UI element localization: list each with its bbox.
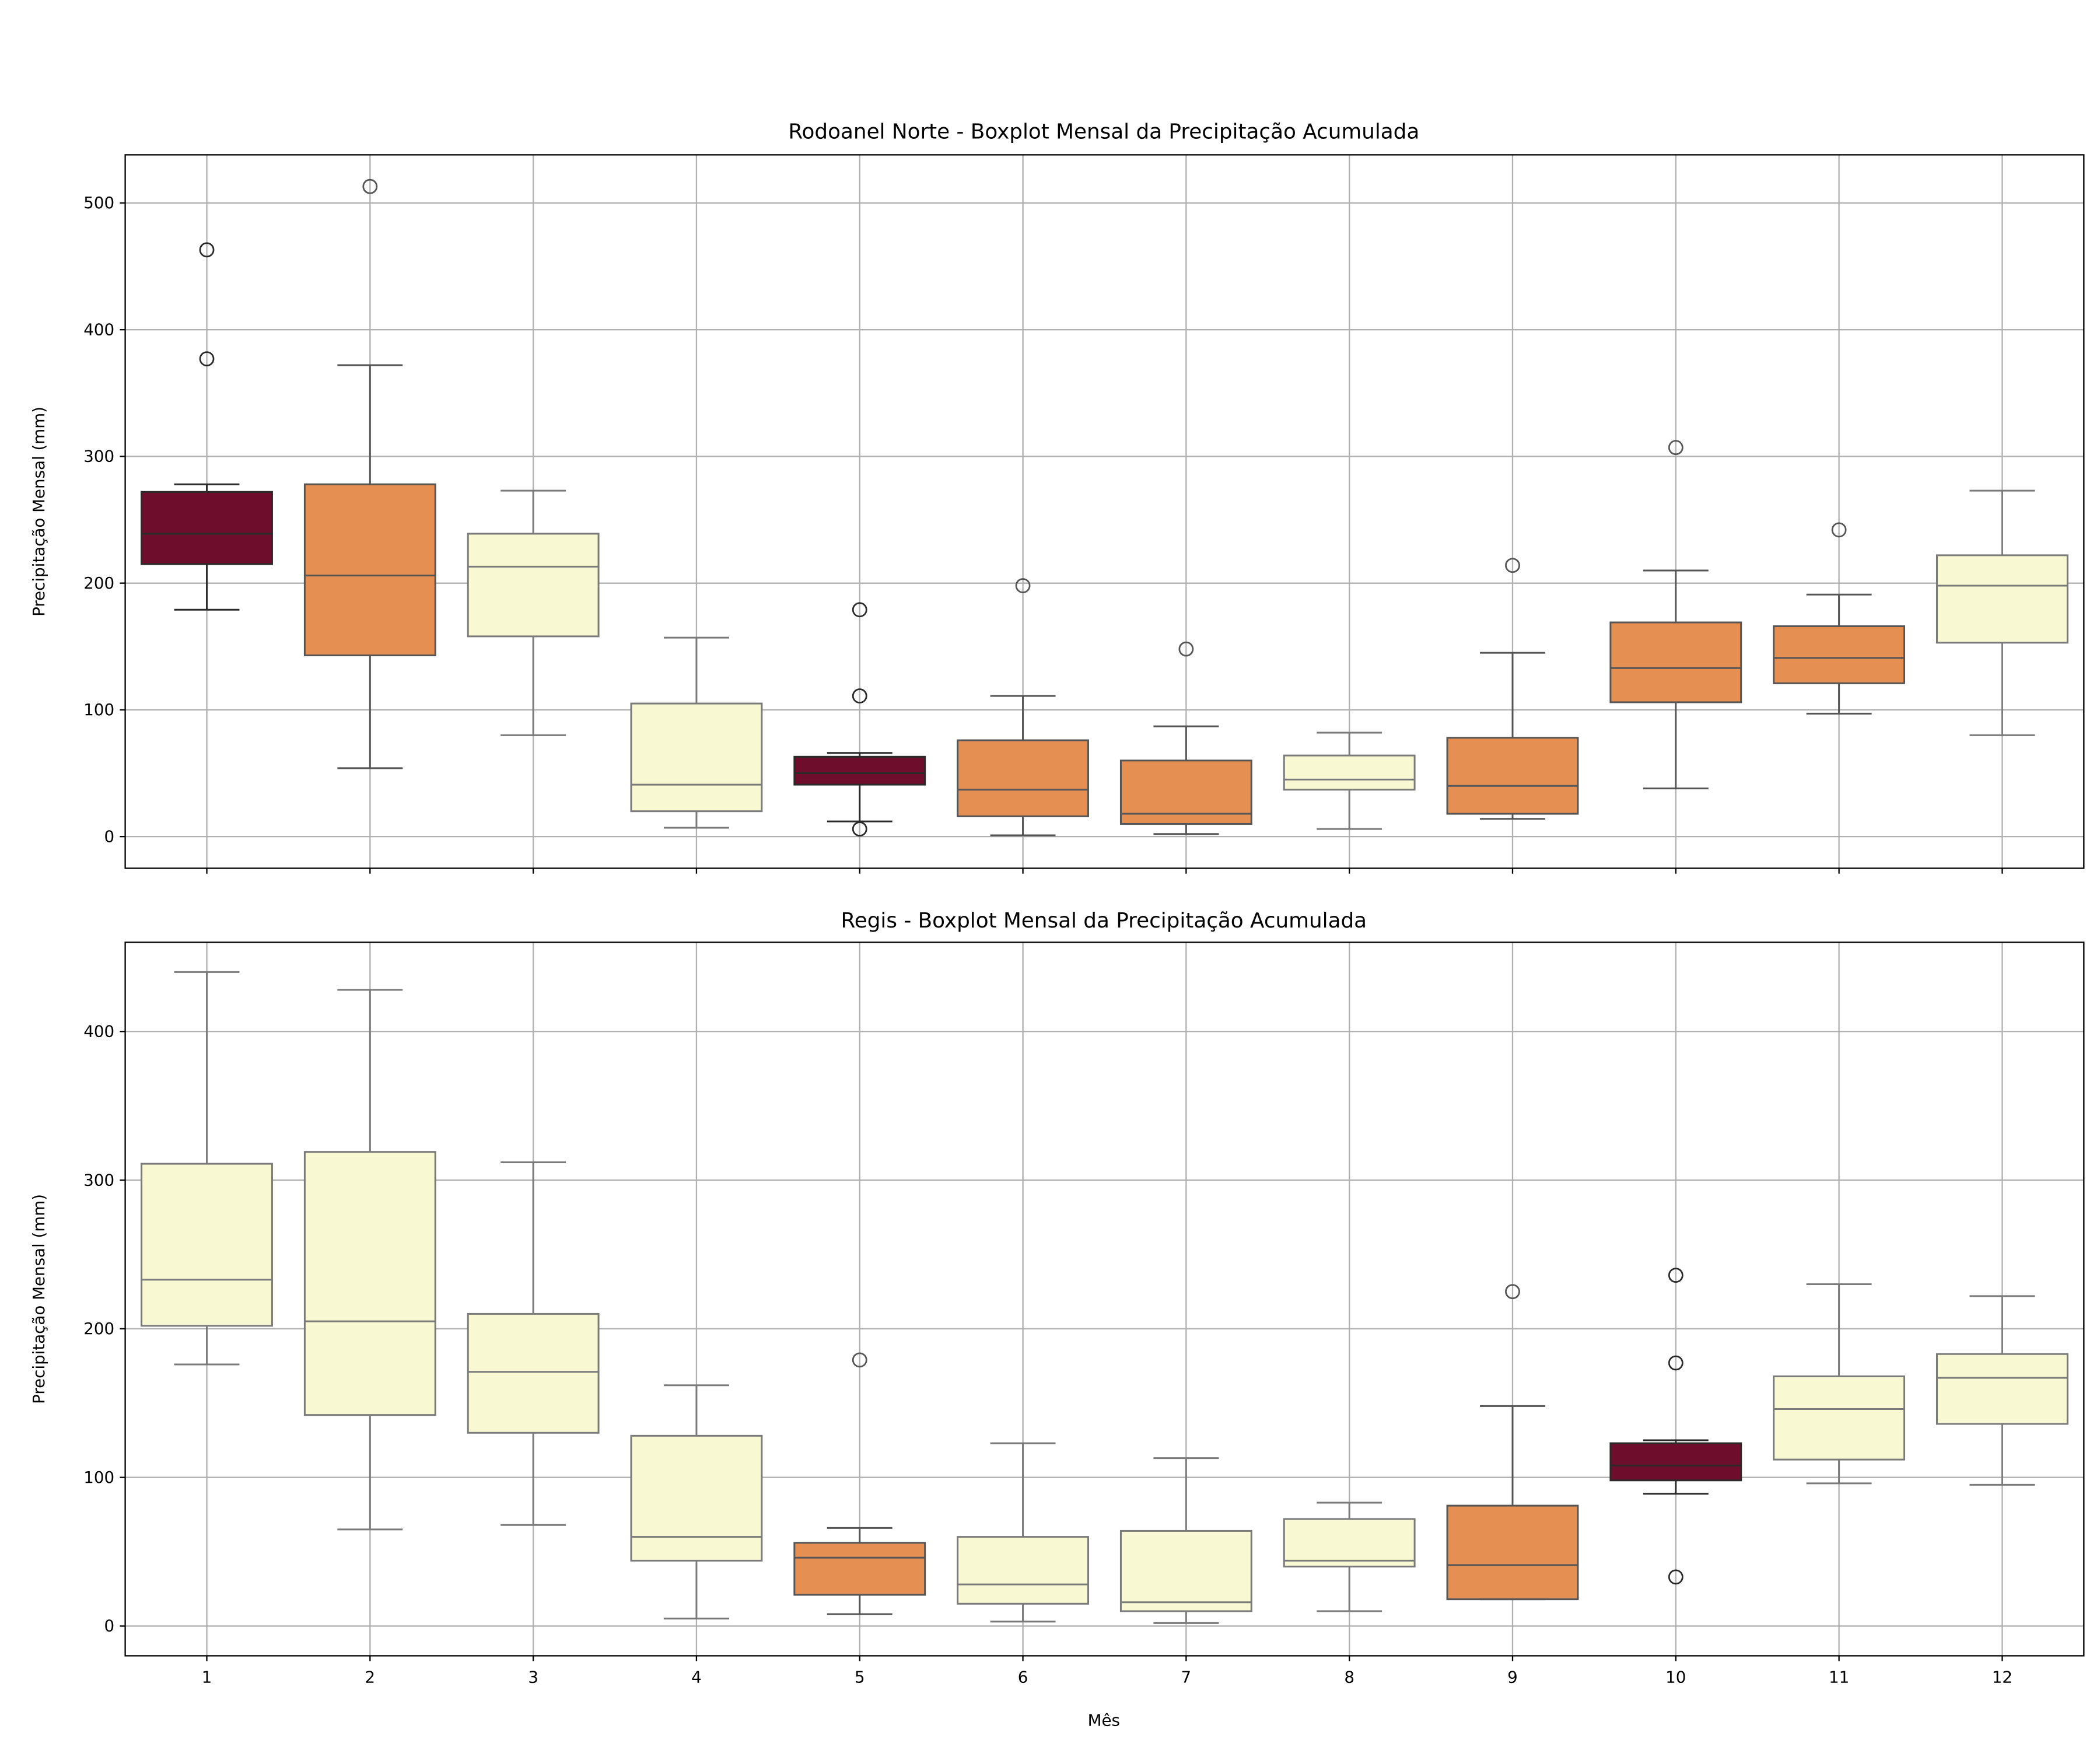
box-month-1 bbox=[141, 971, 273, 1366]
iqr-box bbox=[1609, 1442, 1742, 1482]
y-tick-label: 300 bbox=[83, 1170, 114, 1189]
box-month-2 bbox=[303, 989, 436, 1531]
outlier-point bbox=[852, 602, 867, 618]
iqr-box bbox=[141, 491, 273, 565]
x-tick-label: 3 bbox=[528, 1668, 538, 1687]
y-tick-label: 300 bbox=[83, 447, 114, 466]
plot-frame bbox=[124, 942, 2085, 1657]
x-tick-label: 10 bbox=[1665, 1668, 1686, 1687]
box-month-9 bbox=[1446, 558, 1579, 820]
x-axis-label: Mês bbox=[1088, 1710, 1120, 1730]
box-month-11 bbox=[1773, 1283, 1906, 1485]
box-month-6 bbox=[957, 1442, 1089, 1623]
outlier-point bbox=[1505, 1284, 1520, 1300]
iqr-box bbox=[1936, 1353, 2068, 1425]
iqr-box bbox=[1446, 1504, 1579, 1601]
iqr-box bbox=[957, 739, 1089, 817]
panel-regis: Regis - Boxplot Mensal da Precipitação A… bbox=[29, 909, 2085, 1730]
box-month-10 bbox=[1609, 1268, 1742, 1585]
iqr-box bbox=[1773, 625, 1906, 684]
iqr-box bbox=[957, 1536, 1089, 1605]
box-month-8 bbox=[1283, 1502, 1416, 1612]
y-tick-label: 200 bbox=[83, 1319, 114, 1338]
chart-title: Regis - Boxplot Mensal da Precipitação A… bbox=[841, 909, 1367, 933]
y-tick-label: 0 bbox=[104, 827, 115, 846]
outlier-point bbox=[1178, 641, 1194, 657]
x-tick-label: 5 bbox=[855, 1668, 865, 1687]
x-tick-label: 2 bbox=[365, 1668, 376, 1687]
box-month-8 bbox=[1283, 732, 1416, 830]
x-tick-label: 7 bbox=[1181, 1668, 1192, 1687]
y-tick-label: 400 bbox=[83, 320, 114, 339]
box-month-3 bbox=[467, 489, 600, 736]
y-tick-label: 500 bbox=[83, 193, 114, 212]
iqr-box bbox=[141, 1163, 273, 1327]
outlier-point bbox=[1668, 1268, 1684, 1283]
y-axis-label: Precipitação Mensal (mm) bbox=[29, 407, 48, 617]
box-month-4 bbox=[630, 1384, 763, 1620]
box-month-1 bbox=[141, 242, 273, 611]
x-tick-label: 6 bbox=[1018, 1668, 1028, 1687]
iqr-box bbox=[1773, 1375, 1906, 1461]
iqr-box bbox=[1119, 1530, 1252, 1612]
iqr-box bbox=[630, 1434, 763, 1562]
iqr-box bbox=[1936, 554, 2068, 644]
x-tick-label: 4 bbox=[691, 1668, 702, 1687]
chart-title: Rodoanel Norte - Boxplot Mensal da Preci… bbox=[788, 120, 1419, 144]
x-tick-label: 11 bbox=[1829, 1668, 1849, 1687]
plot-frame bbox=[124, 154, 2085, 869]
x-tick-label: 9 bbox=[1507, 1668, 1518, 1687]
panel-rodoanel-norte: Rodoanel Norte - Boxplot Mensal da Preci… bbox=[29, 120, 2085, 874]
y-tick-label: 400 bbox=[83, 1022, 114, 1041]
iqr-box bbox=[1609, 621, 1742, 704]
outlier-point bbox=[852, 688, 867, 704]
x-tick-label: 12 bbox=[1992, 1668, 2013, 1687]
iqr-box bbox=[303, 1151, 436, 1416]
outlier-point bbox=[1015, 578, 1031, 593]
iqr-box bbox=[1283, 1518, 1416, 1568]
box-month-5 bbox=[793, 602, 926, 837]
y-tick-label: 100 bbox=[83, 1468, 114, 1487]
box-month-4 bbox=[630, 636, 763, 829]
iqr-box bbox=[630, 702, 763, 813]
iqr-box bbox=[793, 755, 926, 786]
y-tick-label: 200 bbox=[83, 573, 114, 593]
box-month-2 bbox=[303, 178, 436, 769]
outlier-point bbox=[852, 821, 867, 837]
outlier-point bbox=[199, 242, 215, 258]
box-month-5 bbox=[793, 1352, 926, 1615]
iqr-box bbox=[1446, 737, 1579, 815]
box-month-7 bbox=[1119, 641, 1252, 835]
box-month-7 bbox=[1119, 1457, 1252, 1624]
outlier-point bbox=[1668, 1569, 1684, 1585]
x-tick-label: 1 bbox=[202, 1668, 212, 1687]
box-month-11 bbox=[1773, 522, 1906, 715]
y-axis-label: Precipitação Mensal (mm) bbox=[29, 1194, 48, 1404]
x-tick-label: 8 bbox=[1344, 1668, 1354, 1687]
iqr-box bbox=[467, 533, 600, 638]
box-month-12 bbox=[1936, 489, 2068, 736]
iqr-box bbox=[303, 483, 436, 656]
box-month-6 bbox=[957, 578, 1089, 836]
outlier-point bbox=[1831, 522, 1847, 538]
iqr-box bbox=[467, 1312, 600, 1434]
outlier-point bbox=[1668, 440, 1684, 456]
iqr-box bbox=[793, 1542, 926, 1596]
box-month-3 bbox=[467, 1161, 600, 1526]
box-month-10 bbox=[1609, 440, 1742, 790]
y-tick-label: 0 bbox=[104, 1616, 115, 1636]
outlier-point bbox=[852, 1352, 867, 1368]
outlier-point bbox=[1505, 558, 1520, 573]
outlier-point bbox=[362, 178, 378, 194]
outlier-point bbox=[199, 351, 215, 367]
y-tick-label: 100 bbox=[83, 700, 114, 719]
outlier-point bbox=[1668, 1355, 1684, 1371]
box-month-12 bbox=[1936, 1295, 2068, 1486]
iqr-box bbox=[1283, 754, 1416, 791]
box-month-9 bbox=[1446, 1284, 1579, 1601]
